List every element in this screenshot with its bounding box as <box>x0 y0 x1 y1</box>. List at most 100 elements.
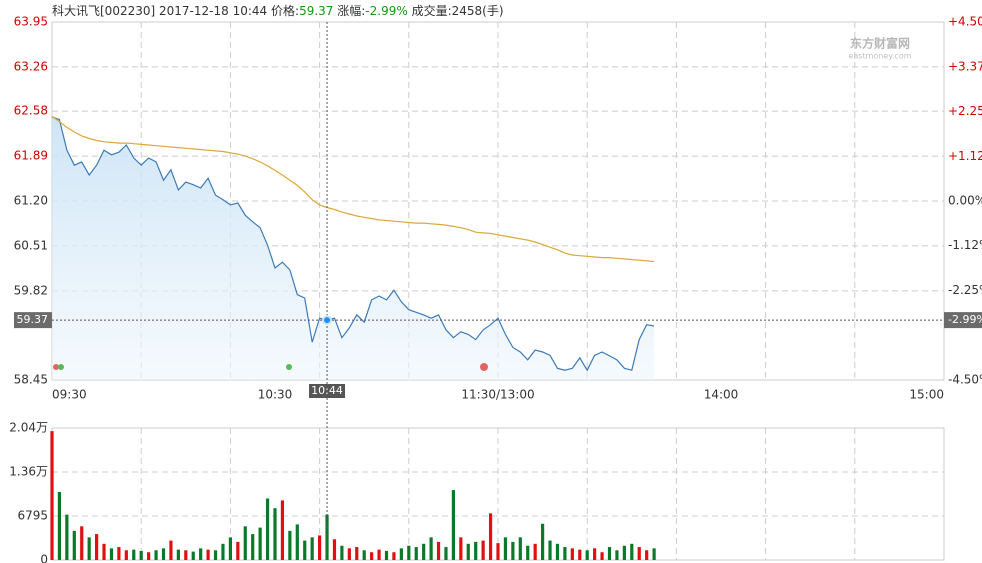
volume-bar <box>95 534 99 560</box>
watermark-sub: eastmoney.com <box>848 52 911 61</box>
volume-bar <box>511 541 515 560</box>
volume-tick-label: 1.36万 <box>9 465 48 479</box>
volume-bar <box>555 543 560 560</box>
volume-bar <box>607 547 612 560</box>
volume-bar <box>340 545 344 560</box>
volume-bar <box>355 547 359 560</box>
x-tick-label: 15:00 <box>909 388 944 402</box>
volume-bar <box>347 548 351 560</box>
volume-bar <box>87 537 91 560</box>
y-tick-label: 61.20 <box>14 194 48 208</box>
volume-bar <box>199 548 203 560</box>
volume-bar <box>488 513 493 560</box>
volume-bar <box>221 543 225 560</box>
volume-bar <box>228 537 232 560</box>
volume-bar <box>184 550 188 560</box>
volume-bar <box>325 514 329 560</box>
change-label: 涨幅: <box>337 3 365 18</box>
y-tick-label: 63.95 <box>14 15 48 29</box>
event-marker <box>53 364 59 370</box>
y2-tick-label: +2.25% <box>948 104 982 118</box>
y2-tick-label: +3.37% <box>948 59 982 73</box>
volume-label: 成交量: <box>412 3 452 18</box>
volume-bar <box>258 527 262 560</box>
volume-bar <box>236 541 240 560</box>
volume-bar <box>265 498 270 560</box>
volume-bar <box>615 550 619 560</box>
x-tick-label: 09:30 <box>52 388 87 402</box>
volume-bar <box>124 550 128 560</box>
volume-bar <box>161 548 166 560</box>
volume-bar <box>139 550 143 560</box>
y-tick-label: 62.58 <box>14 104 48 118</box>
volume-bar <box>384 550 389 560</box>
volume-bar <box>273 508 277 560</box>
volume-bar <box>295 524 299 560</box>
volume-bar <box>533 543 537 560</box>
x-tick-label: 14:00 <box>704 388 739 402</box>
volume-bar <box>585 550 589 560</box>
average-line <box>51 115 655 263</box>
volume-bar <box>548 540 552 560</box>
volume-bar <box>518 537 522 560</box>
volume-bar <box>251 534 255 560</box>
volume-bar <box>459 537 463 560</box>
volume-bar <box>630 543 634 560</box>
volume-bar <box>444 547 448 560</box>
volume-bar <box>429 537 433 560</box>
volume-bar <box>176 549 180 560</box>
volume-bar <box>65 514 69 560</box>
volume-bar <box>318 535 322 560</box>
volume-bar <box>541 523 545 560</box>
volume-bar <box>503 537 508 560</box>
volume-tick-label: 6795 <box>17 509 48 523</box>
stock-name: 科大讯飞[002230] <box>52 4 155 18</box>
volume-bar <box>154 550 158 560</box>
volume-bar <box>474 541 478 560</box>
volume-bar <box>310 537 314 560</box>
volume-bar <box>50 431 54 560</box>
volume-bar <box>147 552 151 560</box>
volume-bar <box>243 526 247 560</box>
cursor-time-label: 10:44 <box>311 384 343 397</box>
volume-tick-label: 0 <box>40 553 48 563</box>
x-tick-label: 10:30 <box>258 388 293 402</box>
volume-bar <box>109 548 114 560</box>
volume-bar <box>370 552 374 560</box>
price-line <box>51 116 655 372</box>
y-tick-label: 61.89 <box>14 149 48 163</box>
event-marker <box>286 364 292 370</box>
volume-bar <box>481 540 485 560</box>
y2-tick-label: +4.50% <box>948 15 982 29</box>
grid: 63.95 63.26 62.58 61.89 61.20 60.51 59.82 58.45… <box>9 15 982 563</box>
price-area <box>52 117 655 380</box>
volume: 2458(手) <box>452 4 504 18</box>
volume-bar <box>206 549 210 560</box>
volume-bar <box>600 552 604 560</box>
price-label: 价格: <box>271 3 299 18</box>
volume-bar <box>303 540 307 560</box>
volume-bar <box>72 530 76 560</box>
volume-bar <box>80 526 84 560</box>
x-tick-label: 11:30/13:00 <box>461 388 534 402</box>
volume-bar <box>377 549 381 560</box>
volume-bar <box>570 548 574 560</box>
marks <box>50 115 656 560</box>
volume-bar <box>466 543 470 560</box>
cursor-time-box <box>309 384 346 398</box>
volume-bar <box>213 550 218 560</box>
y-tick-label: 59.82 <box>14 283 48 297</box>
cursor-dot <box>322 315 333 326</box>
cursor-price-box <box>14 312 52 329</box>
volume-bar <box>102 543 106 560</box>
y2-tick-label: -2.25% <box>948 283 982 297</box>
volume-bar <box>526 545 530 560</box>
date: 2017-12-18 <box>159 4 229 18</box>
volume-bar <box>578 549 582 560</box>
event-marker <box>58 364 64 370</box>
volume-bar <box>191 551 195 560</box>
volume-bar <box>593 548 597 560</box>
chart-header: 科大讯飞[002230] 2017-12-18 10:44 价格:59.37 涨… <box>52 3 504 18</box>
